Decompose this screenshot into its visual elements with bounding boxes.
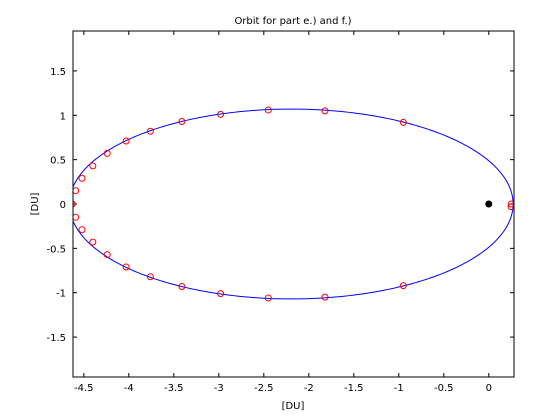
- orbit-marker-point: [78, 226, 86, 234]
- orbit-marker-point: [146, 127, 154, 135]
- orbit-marker-point: [399, 118, 407, 126]
- orbit-position-markers: [73, 106, 514, 302]
- y-tick-label: -1.5: [46, 333, 66, 344]
- plot-area: [73, 31, 514, 377]
- orbit-marker-point: [73, 213, 80, 221]
- orbit-marker-point: [73, 200, 76, 208]
- y-tick-label: -0.5: [46, 244, 66, 255]
- x-tick-label: -1: [394, 383, 404, 394]
- orbit-marker-point: [78, 174, 86, 182]
- x-tick-label: -3.5: [164, 383, 184, 394]
- x-tick-label: -4: [124, 383, 134, 394]
- y-tick-label: 1: [60, 111, 66, 122]
- x-tick-label: 0: [486, 383, 492, 394]
- orbit-marker-point: [264, 106, 272, 114]
- orbit-marker-point: [73, 187, 80, 195]
- orbit-marker-point: [103, 149, 111, 157]
- orbit-marker-point: [217, 110, 225, 118]
- orbit-marker-point: [321, 107, 329, 115]
- y-axis-ticks: -1.5 -1 -0.5 0 0.5 1 1.5: [46, 67, 514, 344]
- orbit-marker-point: [264, 294, 272, 302]
- x-tick-label: -2.5: [254, 383, 274, 394]
- x-axis-ticks: -4.5 -4 -3.5 -3 -2.5 -2 -1.5 -1 -0.5 0: [74, 31, 492, 394]
- orbit-ellipse-line: [73, 108, 514, 300]
- orbit-marker-point: [507, 200, 514, 208]
- chart-title: Orbit for part e.) and f.): [234, 16, 351, 27]
- x-tick-label: -2: [304, 383, 314, 394]
- central-body-point: [485, 200, 493, 208]
- orbit-marker-point: [146, 273, 154, 281]
- y-tick-label: 0.5: [50, 156, 66, 167]
- x-tick-label: -1.5: [344, 383, 364, 394]
- orbit-marker-point: [399, 282, 407, 290]
- orbit-marker-point: [122, 137, 130, 145]
- orbit-marker-point: [321, 293, 329, 301]
- y-tick-label: -1: [56, 289, 66, 300]
- y-tick-label: 0: [60, 200, 66, 211]
- orbit-marker-point: [507, 203, 514, 211]
- orbit-marker-point: [89, 238, 97, 246]
- x-tick-label: -4.5: [74, 383, 94, 394]
- x-tick-label: -0.5: [434, 383, 454, 394]
- x-tick-label: -3: [214, 383, 224, 394]
- y-axis-label: [DU]: [30, 192, 41, 215]
- x-axis-label: [DU]: [282, 401, 305, 412]
- orbit-marker-point: [217, 290, 225, 298]
- orbit-marker-point: [89, 162, 97, 170]
- plot-frame: [72, 30, 515, 378]
- orbit-marker-point: [103, 251, 111, 259]
- orbit-marker-point: [178, 283, 186, 291]
- orbit-marker-point: [178, 117, 186, 125]
- central-body-group: [485, 200, 493, 208]
- orbit-marker-point: [122, 263, 130, 271]
- y-tick-label: 1.5: [50, 67, 66, 78]
